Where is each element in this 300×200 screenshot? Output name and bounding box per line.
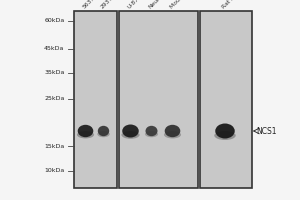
Text: 15kDa: 15kDa: [44, 144, 64, 148]
Text: 10kDa: 10kDa: [44, 168, 64, 174]
Ellipse shape: [122, 124, 139, 138]
Ellipse shape: [98, 126, 109, 136]
Text: Mouse brain: Mouse brain: [169, 0, 199, 10]
Ellipse shape: [122, 131, 140, 139]
Ellipse shape: [97, 131, 110, 137]
Text: 25kDa: 25kDa: [44, 97, 64, 102]
Ellipse shape: [78, 125, 93, 137]
Bar: [118, 11, 198, 188]
Text: 45kDa: 45kDa: [44, 46, 64, 51]
Text: 60kDa: 60kDa: [44, 19, 64, 23]
Text: 35kDa: 35kDa: [44, 71, 64, 75]
Ellipse shape: [165, 125, 180, 137]
Ellipse shape: [146, 126, 158, 136]
Ellipse shape: [145, 131, 158, 137]
Text: Neuro-2a: Neuro-2a: [148, 0, 171, 10]
Ellipse shape: [77, 131, 94, 138]
Bar: [74, 11, 117, 188]
Ellipse shape: [215, 123, 235, 138]
Bar: [200, 11, 252, 188]
Text: 5637: 5637: [82, 0, 96, 10]
Ellipse shape: [214, 131, 236, 140]
Text: U-87MG: U-87MG: [127, 0, 148, 10]
Text: Rat brain: Rat brain: [221, 0, 244, 10]
Text: NCS1: NCS1: [256, 127, 277, 136]
Text: 293T: 293T: [100, 0, 114, 10]
Ellipse shape: [164, 131, 181, 138]
